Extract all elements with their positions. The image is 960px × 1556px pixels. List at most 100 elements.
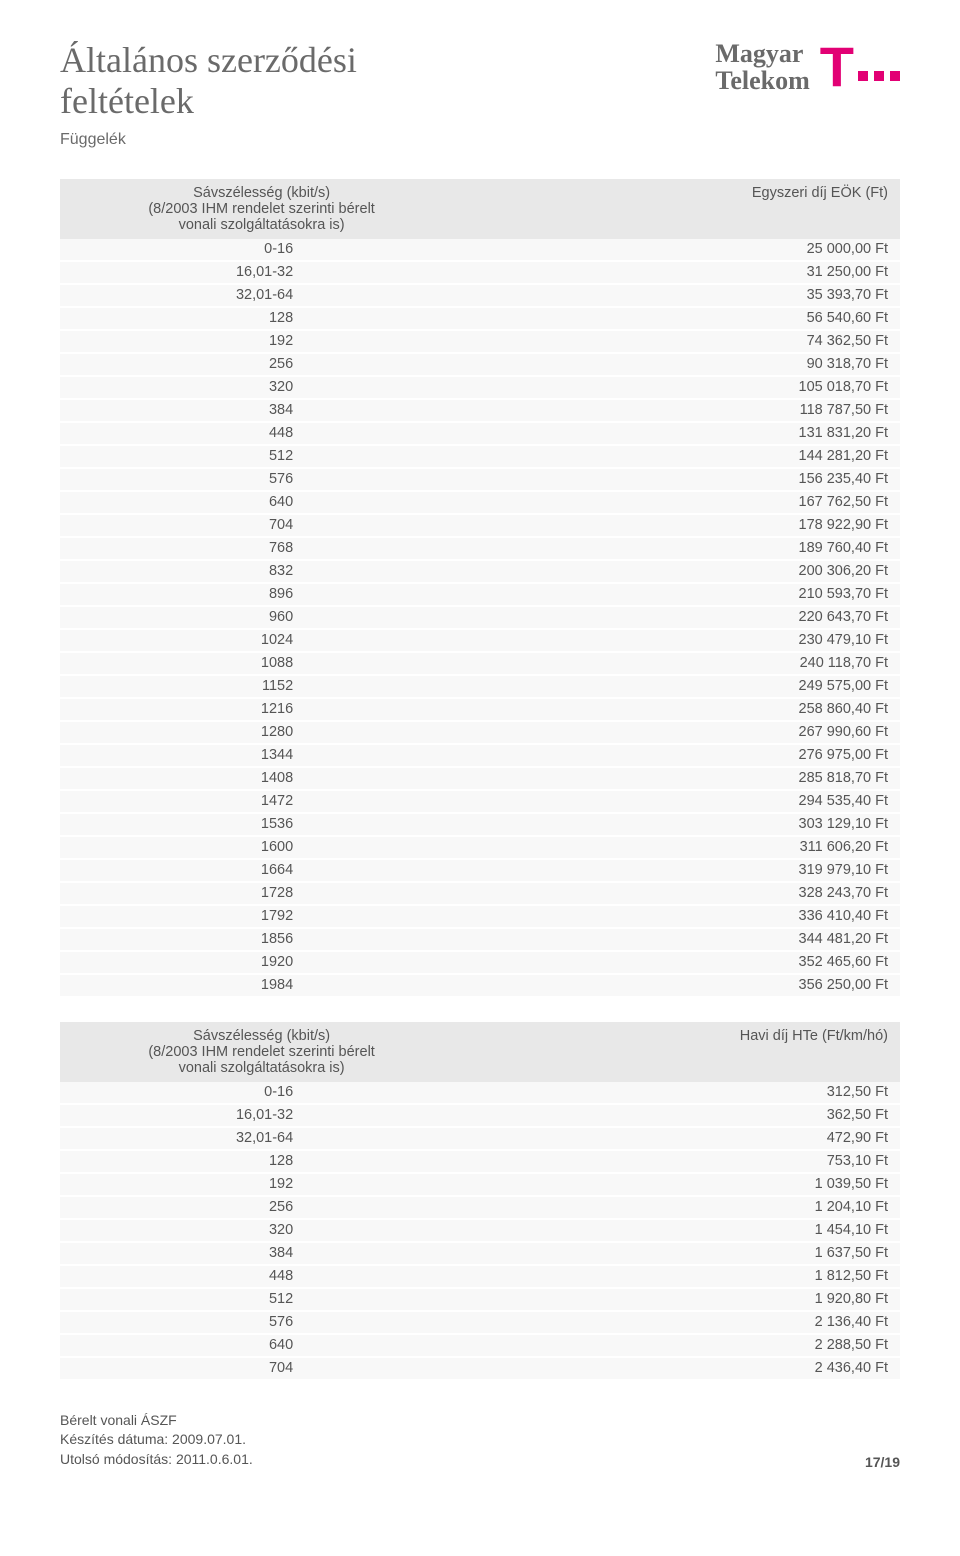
- t2-h1-l2: (8/2003 IHM rendelet szerinti bérelt: [148, 1044, 374, 1060]
- table-row: 1280267 990,60 Ft: [60, 721, 900, 744]
- title-block: Általános szerződési feltételek Függelék: [60, 40, 715, 149]
- table-row: 4481 812,50 Ft: [60, 1265, 900, 1288]
- table-row: 16,01-3231 250,00 Ft: [60, 261, 900, 284]
- bandwidth-cell: 1984: [60, 974, 463, 997]
- bandwidth-cell: 0-16: [60, 1082, 463, 1104]
- bandwidth-cell: 32,01-64: [60, 284, 463, 307]
- table-row: 16,01-32362,50 Ft: [60, 1104, 900, 1127]
- bandwidth-cell: 576: [60, 468, 463, 491]
- table-row: 1024230 479,10 Ft: [60, 629, 900, 652]
- bandwidth-cell: 0-16: [60, 239, 463, 261]
- t2-h1-l1: Sávszélesség (kbit/s): [193, 1028, 330, 1044]
- bandwidth-cell: 256: [60, 353, 463, 376]
- price-cell: 362,50 Ft: [463, 1104, 900, 1127]
- table-row: 1216258 860,40 Ft: [60, 698, 900, 721]
- logo-line2: Telekom: [715, 66, 809, 95]
- t1-h1-l1: Sávszélesség (kbit/s): [193, 185, 330, 201]
- price-cell: 352 465,60 Ft: [463, 951, 900, 974]
- bandwidth-cell: 768: [60, 537, 463, 560]
- table-row: 512144 281,20 Ft: [60, 445, 900, 468]
- bandwidth-cell: 576: [60, 1311, 463, 1334]
- price-cell: 90 318,70 Ft: [463, 353, 900, 376]
- t1-col1-header: Sávszélesség (kbit/s) (8/2003 IHM rendel…: [60, 179, 463, 239]
- logo-line1: Magyar: [715, 39, 803, 68]
- table-row: 5121 920,80 Ft: [60, 1288, 900, 1311]
- t2-h1-l3: vonali szolgáltatásokra is): [179, 1060, 345, 1076]
- table-row: 3841 637,50 Ft: [60, 1242, 900, 1265]
- t1-col2-header: Egyszeri díj EÖK (Ft): [463, 179, 900, 239]
- price-cell: 240 118,70 Ft: [463, 652, 900, 675]
- price-cell: 319 979,10 Ft: [463, 859, 900, 882]
- table-row: 1152249 575,00 Ft: [60, 675, 900, 698]
- bandwidth-cell: 1664: [60, 859, 463, 882]
- table-row: 640167 762,50 Ft: [60, 491, 900, 514]
- price-cell: 1 204,10 Ft: [463, 1196, 900, 1219]
- price-cell: 328 243,70 Ft: [463, 882, 900, 905]
- bandwidth-cell: 1536: [60, 813, 463, 836]
- t2-col2-header: Havi díj HTe (Ft/km/hó): [463, 1022, 900, 1082]
- price-cell: 285 818,70 Ft: [463, 767, 900, 790]
- bandwidth-cell: 1600: [60, 836, 463, 859]
- price-cell: 131 831,20 Ft: [463, 422, 900, 445]
- bandwidth-cell: 384: [60, 1242, 463, 1265]
- price-cell: 249 575,00 Ft: [463, 675, 900, 698]
- bandwidth-cell: 128: [60, 1150, 463, 1173]
- price-cell: 2 136,40 Ft: [463, 1311, 900, 1334]
- bandwidth-cell: 512: [60, 1288, 463, 1311]
- bandwidth-cell: 832: [60, 560, 463, 583]
- table-row: 1344276 975,00 Ft: [60, 744, 900, 767]
- price-cell: 105 018,70 Ft: [463, 376, 900, 399]
- page-header: Általános szerződési feltételek Függelék…: [60, 40, 900, 149]
- price-cell: 472,90 Ft: [463, 1127, 900, 1150]
- table-row: 1088240 118,70 Ft: [60, 652, 900, 675]
- bandwidth-cell: 128: [60, 307, 463, 330]
- table-row: 1600311 606,20 Ft: [60, 836, 900, 859]
- t2-col1-header: Sávszélesség (kbit/s) (8/2003 IHM rendel…: [60, 1022, 463, 1082]
- bandwidth-cell: 640: [60, 491, 463, 514]
- bandwidth-cell: 1088: [60, 652, 463, 675]
- footer-left: Bérelt vonali ÁSZF Készítés dátuma: 2009…: [60, 1411, 253, 1470]
- table-row: 32,01-6435 393,70 Ft: [60, 284, 900, 307]
- table-row: 7042 436,40 Ft: [60, 1357, 900, 1380]
- table-row: 6402 288,50 Ft: [60, 1334, 900, 1357]
- price-cell: 210 593,70 Ft: [463, 583, 900, 606]
- bandwidth-cell: 448: [60, 1265, 463, 1288]
- footer-line3: Utolsó módosítás: 2011.0.6.01.: [60, 1450, 253, 1470]
- price-cell: 189 760,40 Ft: [463, 537, 900, 560]
- bandwidth-cell: 1472: [60, 790, 463, 813]
- price-cell: 144 281,20 Ft: [463, 445, 900, 468]
- footer-line2: Készítés dátuma: 2009.07.01.: [60, 1430, 253, 1450]
- price-cell: 753,10 Ft: [463, 1150, 900, 1173]
- price-cell: 31 250,00 Ft: [463, 261, 900, 284]
- logo-t-icon: T: [820, 45, 852, 90]
- price-cell: 74 362,50 Ft: [463, 330, 900, 353]
- price-cell: 178 922,90 Ft: [463, 514, 900, 537]
- bandwidth-cell: 16,01-32: [60, 1104, 463, 1127]
- bandwidth-cell: 192: [60, 330, 463, 353]
- bandwidth-cell: 1152: [60, 675, 463, 698]
- table-row: 704178 922,90 Ft: [60, 514, 900, 537]
- pricing-table-2: Sávszélesség (kbit/s) (8/2003 IHM rendel…: [60, 1022, 900, 1381]
- table-row: 1984356 250,00 Ft: [60, 974, 900, 997]
- table-row: 1921 039,50 Ft: [60, 1173, 900, 1196]
- bandwidth-cell: 320: [60, 376, 463, 399]
- price-cell: 303 129,10 Ft: [463, 813, 900, 836]
- page-title: Általános szerződési feltételek: [60, 40, 715, 123]
- bandwidth-cell: 640: [60, 1334, 463, 1357]
- bandwidth-cell: 384: [60, 399, 463, 422]
- table-row: 12856 540,60 Ft: [60, 307, 900, 330]
- price-cell: 344 481,20 Ft: [463, 928, 900, 951]
- logo: Magyar Telekom T: [715, 40, 900, 95]
- table-row: 960220 643,70 Ft: [60, 606, 900, 629]
- price-cell: 167 762,50 Ft: [463, 491, 900, 514]
- title-line2: feltételek: [60, 81, 194, 121]
- price-cell: 336 410,40 Ft: [463, 905, 900, 928]
- price-cell: 294 535,40 Ft: [463, 790, 900, 813]
- logo-dots-icon: [858, 71, 900, 81]
- logo-text: Magyar Telekom: [715, 40, 809, 95]
- bandwidth-cell: 16,01-32: [60, 261, 463, 284]
- table-row: 19274 362,50 Ft: [60, 330, 900, 353]
- table-row: 1664319 979,10 Ft: [60, 859, 900, 882]
- table-row: 1856344 481,20 Ft: [60, 928, 900, 951]
- page-footer: Bérelt vonali ÁSZF Készítés dátuma: 2009…: [60, 1411, 900, 1470]
